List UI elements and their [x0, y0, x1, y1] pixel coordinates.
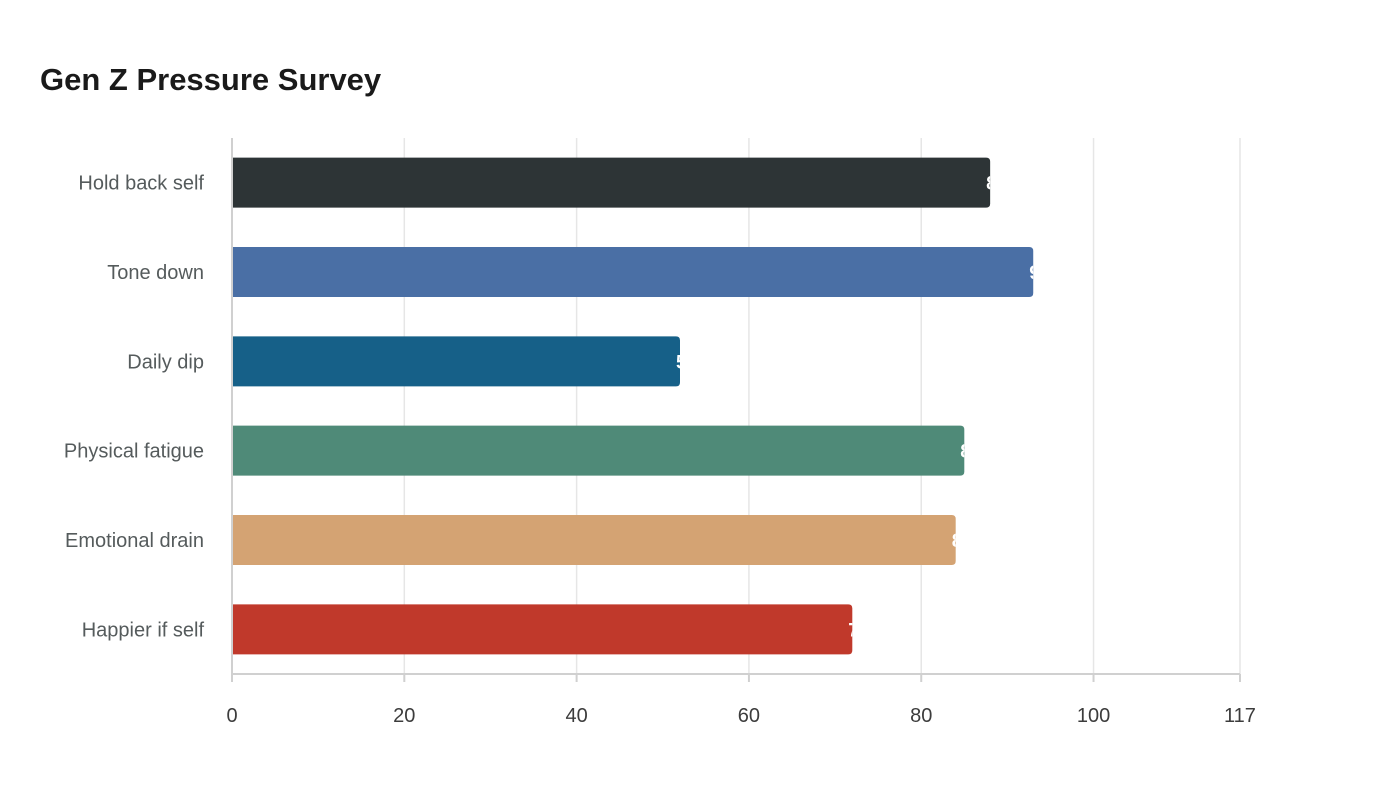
x-tick-label: 60 — [738, 705, 760, 727]
bar[interactable] — [232, 604, 853, 655]
category-label: Happier if self — [82, 619, 205, 641]
bar[interactable] — [232, 247, 1034, 297]
bar[interactable] — [232, 515, 956, 565]
x-tick-label: 0 — [226, 705, 237, 727]
category-label: Physical fatigue — [64, 441, 204, 463]
x-tick-label: 20 — [393, 705, 415, 727]
category-label: Emotional drain — [65, 530, 204, 552]
value-label: 85 — [960, 442, 982, 463]
chart-title: Gen Z Pressure Survey — [40, 62, 382, 97]
x-tick-label: 80 — [910, 705, 932, 727]
category-label: Tone down — [107, 262, 204, 284]
value-label: 93 — [1029, 263, 1050, 284]
axes — [231, 138, 1241, 682]
bar[interactable] — [232, 157, 991, 208]
bars — [232, 157, 1034, 655]
grid-lines — [403, 138, 1241, 674]
value-label: 72 — [848, 620, 869, 641]
value-label: 88 — [986, 174, 1007, 195]
x-tick-label: 100 — [1077, 705, 1110, 727]
x-tick-label: 40 — [565, 705, 587, 727]
category-label: Daily dip — [127, 351, 204, 373]
labels: 0 20 40 60 80 100 117 Hold back self 88 Tone down… — [64, 173, 1256, 727]
value-label: 84 — [952, 531, 974, 552]
value-label: 52 — [676, 352, 697, 373]
bar[interactable] — [232, 336, 680, 387]
bar[interactable] — [232, 425, 965, 476]
x-tick-label: 117 — [1224, 705, 1256, 727]
category-label: Hold back self — [78, 173, 204, 195]
